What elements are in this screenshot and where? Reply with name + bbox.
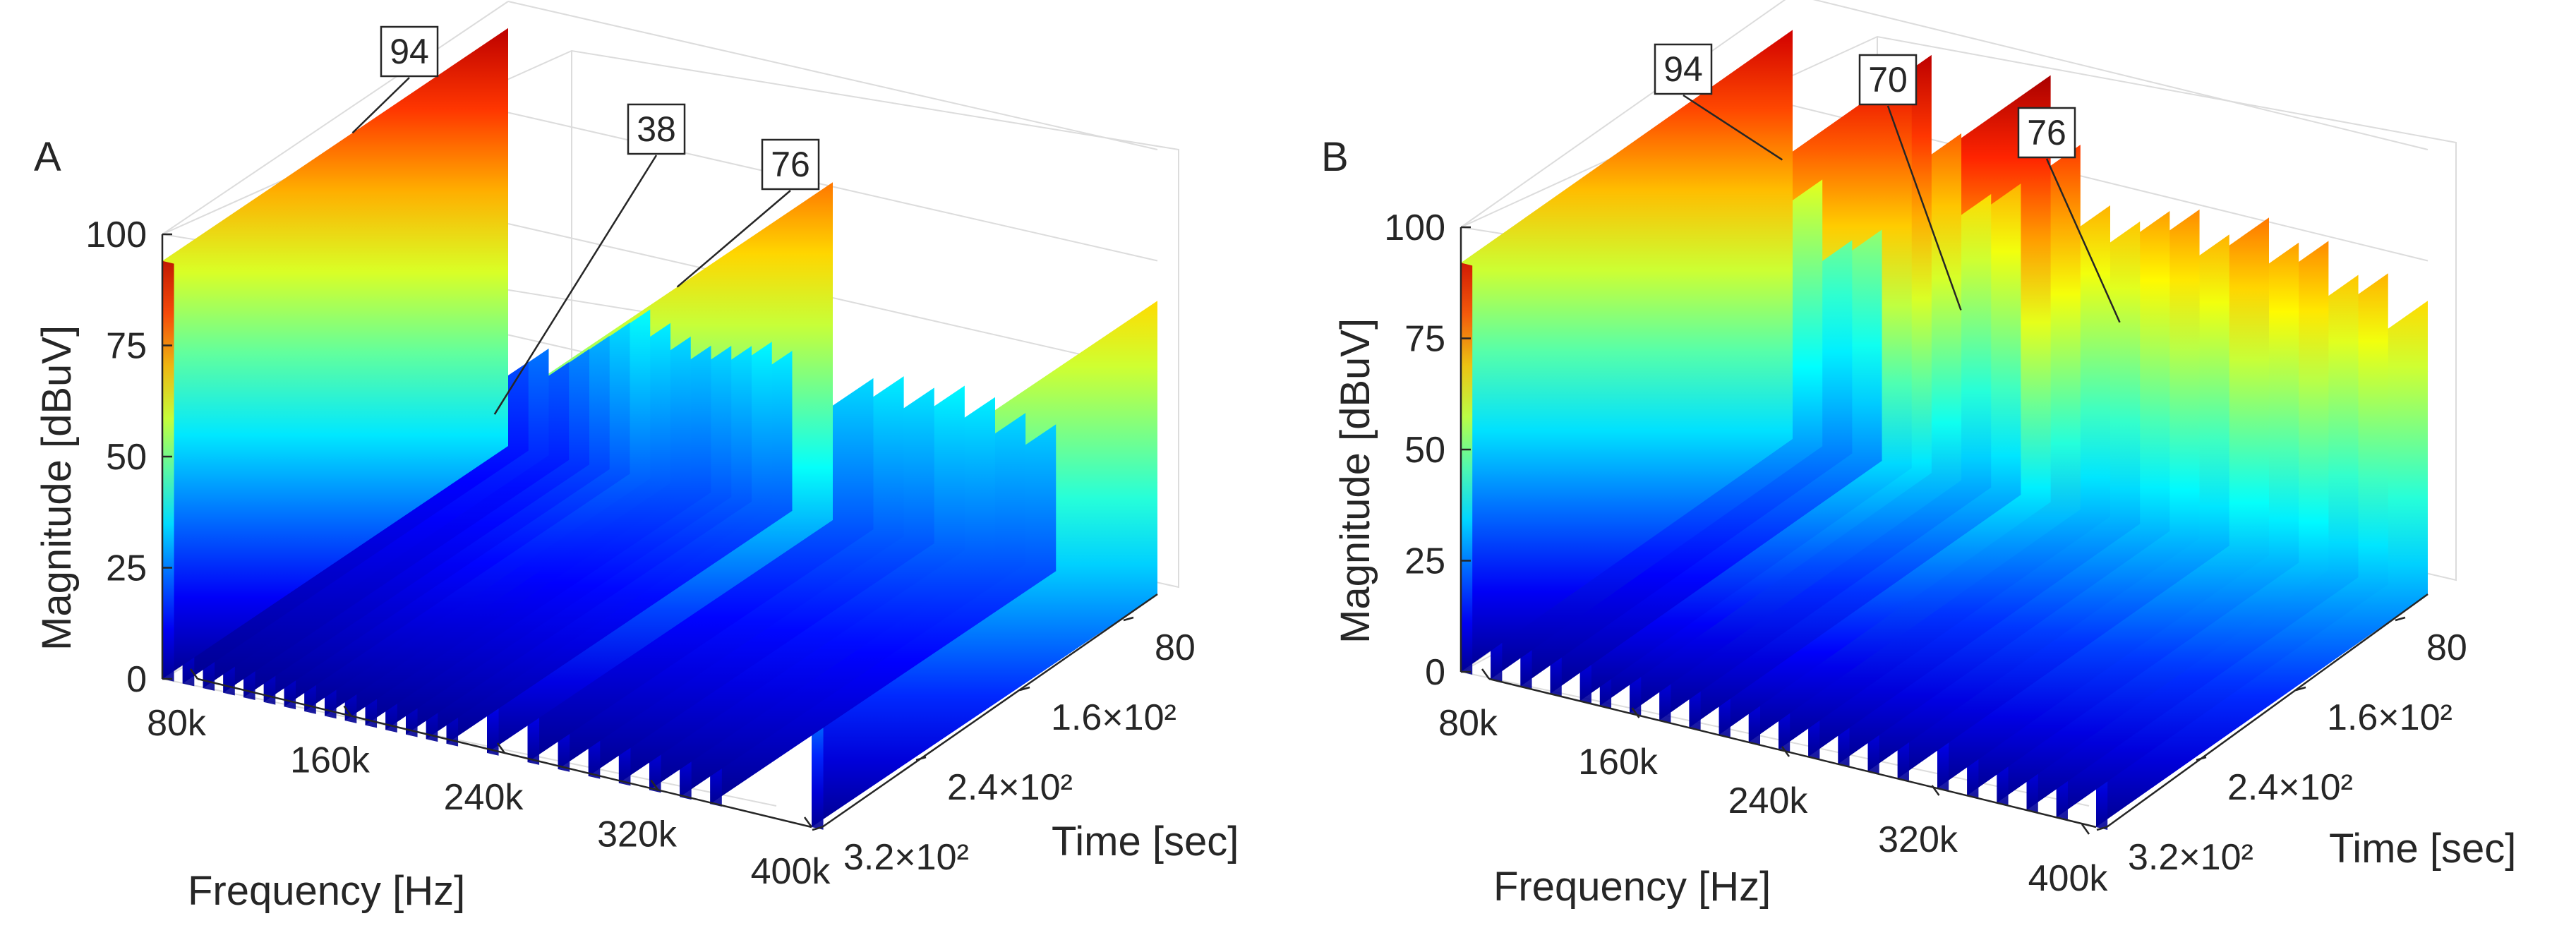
callout-box [380,25,439,78]
panel-b-callouts: 94 70 76 [1654,43,2121,323]
y-tick-label: 2.4×10² [2227,767,2353,808]
x-tick-mark [1781,746,1790,757]
z-tick-label: 100 [85,215,147,255]
callout-label: 38 [637,109,676,149]
x-tick-label: 320k [1878,819,1958,860]
x-tick-label: 400k [2028,858,2109,899]
surface-ribbon-front [1461,263,1473,675]
surface-ribbon [1461,30,1793,672]
x-tick-mark [343,705,352,717]
panel-b-y-axis [2106,593,2428,828]
y-tick-label: 3.2×10² [2128,837,2253,878]
panel-b: B 0 25 50 75 100 80k 160k 240k 320k 400k 80 1.6×1… [1321,0,2516,910]
z-tick-label: 0 [1425,652,1445,693]
z-tick-label: 75 [1404,319,1445,360]
callout-box [1858,54,1918,106]
x-tick-mark [1631,707,1640,718]
panel-a-y-label: Time [sec] [1052,819,1239,864]
y-tick-mark [915,756,927,761]
callout-leader [2045,158,2121,323]
callout-leader [351,77,410,134]
panel-a: A 0 25 50 75 100 80k 160k 240k 320k 400k 80 1.6×1… [34,1,1239,914]
panel-a-x-label: Frequency [Hz] [188,868,465,914]
callout-box [2017,107,2076,159]
callout-label: 76 [771,145,810,184]
z-tick-label: 50 [1404,430,1445,471]
surface-ribbon [162,28,508,680]
y-tick-mark [2096,826,2107,831]
z-tick-label: 25 [106,548,147,589]
x-tick-mark [189,668,199,680]
panel-b-surface [1461,30,2428,830]
surface-ribbon-front [162,260,174,682]
callout-leader [1886,105,1962,311]
y-tick-mark [2295,686,2306,692]
panel-a-surface [162,28,1157,830]
panel-b-x-axis [1488,677,2097,828]
callout-label: 70 [1868,60,1908,100]
callout-box [627,103,686,155]
y-tick-mark [2395,616,2406,622]
y-tick-label: 80 [2426,627,2467,668]
panel-b-z-label: Magnitude [dBuV] [1332,318,1378,644]
y-tick-mark [812,826,823,831]
x-tick-label: 240k [1728,781,1809,821]
callout-leader [676,190,791,288]
y-tick-mark [1123,616,1134,622]
z-gridline [507,1,1158,150]
z-gridline [1812,0,2428,150]
z-tick-label: 75 [106,326,147,367]
callout-leader [493,155,658,415]
callout-label: 76 [2027,113,2066,152]
panel-a-y-axis [821,593,1158,828]
panel-b-x-label: Frequency [Hz] [1493,864,1771,910]
y-tick-mark [1019,686,1030,692]
z-tick-label: 0 [126,659,147,700]
x-tick-mark [650,779,659,791]
panel-b-x-ticks: 80k 160k 240k 320k 400k [1438,668,2109,899]
y-tick-label: 80 [1155,627,1196,668]
x-tick-label: 160k [1578,742,1659,783]
panel-a-letter: A [34,134,61,180]
x-tick-mark [496,742,506,754]
panel-a-x-ticks: 80k 160k 240k 320k 400k [147,668,831,892]
x-tick-label: 160k [290,740,371,781]
x-tick-mark [1481,668,1491,680]
callout-box [1654,43,1713,95]
x-tick-label: 240k [444,777,524,818]
x-tick-label: 400k [751,851,831,892]
panel-a-y-ticks: 80 1.6×10² 2.4×10² 3.2×10² [812,616,1196,878]
y-tick-label: 3.2×10² [843,837,969,878]
panel-b-y-label: Time [sec] [2329,826,2516,872]
callout-leader [1683,94,1783,161]
panel-a-z-label: Magnitude [dBuV] [34,325,80,651]
panel-b-y-ticks: 80 1.6×10² 2.4×10² 3.2×10² [2096,616,2467,878]
x-tick-label: 80k [147,703,207,744]
x-tick-label: 80k [1438,703,1498,744]
x-tick-mark [803,817,813,828]
y-tick-label: 1.6×10² [1051,697,1176,738]
z-tick-label: 50 [106,437,147,478]
x-tick-label: 320k [597,814,678,855]
z-gridline-side [162,1,509,235]
z-tick-label: 25 [1404,541,1445,582]
y-tick-label: 1.6×10² [2327,697,2452,738]
y-tick-mark [2196,756,2207,761]
panel-a-z-ticks: 0 25 50 75 100 [85,215,172,700]
x-tick-mark [1931,785,1940,796]
panel-b-letter: B [1321,134,1349,180]
x-tick-mark [2081,824,2090,835]
panel-b-z-ticks: 0 25 50 75 100 [1384,207,1471,693]
z-gridline-side [1460,0,1786,228]
callout-label: 94 [1663,49,1703,89]
panel-a-callouts: 94 38 76 [351,25,820,415]
callout-box [761,138,820,191]
callout-label: 94 [390,32,429,71]
z-tick-label: 100 [1384,207,1445,248]
y-tick-label: 2.4×10² [947,767,1073,808]
